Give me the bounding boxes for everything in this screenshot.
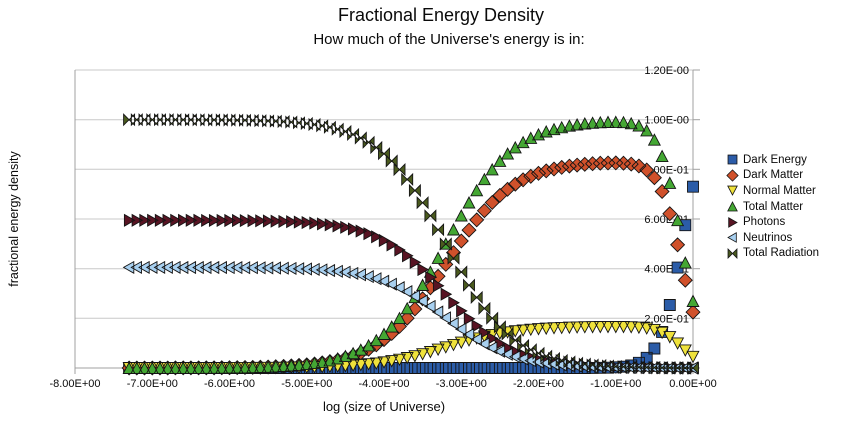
y-axis-title: fractional energy density <box>7 151 21 287</box>
x-tick-label: -5.00E+00 <box>281 378 332 390</box>
legend-marker-triangle-left-icon <box>727 232 737 244</box>
legend-item-photons: Photons <box>726 214 819 230</box>
legend-marker-bowtie-icon <box>727 247 738 259</box>
legend-marker-diamond-icon <box>726 169 739 182</box>
legend-label: Photons <box>743 216 786 229</box>
y-tick-label: 2.00E-01 <box>644 313 689 325</box>
x-tick-label: -7.00E+00 <box>127 378 178 390</box>
chart-title: Fractional Energy Density <box>337 5 545 25</box>
legend-label: Dark Energy <box>743 153 807 166</box>
legend-item-total_radiation: Total Radiation <box>726 246 819 262</box>
series-dark_energy <box>123 180 699 374</box>
series-total_radiation <box>123 113 699 375</box>
x-axis-title: log (size of Universe) <box>322 399 446 414</box>
series-total_matter <box>122 115 700 374</box>
x-tick-label: -1.00E+00 <box>590 378 641 390</box>
x-tick-label: 0.00E+00 <box>669 378 716 390</box>
x-tick-label: -6.00E+00 <box>204 378 255 390</box>
series-neutrinos <box>122 260 699 375</box>
legend: Dark Energy Dark Matter Normal Matter Total… <box>726 152 819 261</box>
legend-label: Neutrinos <box>743 231 793 244</box>
legend-item-dark_energy: Dark Energy <box>726 152 819 168</box>
x-tick-label: -3.00E+00 <box>436 378 487 390</box>
legend-marker-triangle-down-icon <box>727 186 738 197</box>
legend-marker-triangle-right-icon <box>728 216 738 228</box>
legend-item-dark_matter: Dark Matter <box>726 168 819 184</box>
y-tick-label: 1.00E-00 <box>644 115 689 127</box>
chart-subtitle: How much of the Universe's energy is in: <box>313 31 585 48</box>
legend-item-normal_matter: Normal Matter <box>726 183 819 199</box>
legend-marker-square-icon <box>727 154 738 165</box>
y-tick-label: 1.20E-00 <box>644 65 689 77</box>
legend-item-total_matter: Total Matter <box>726 199 819 215</box>
x-tick-label: -8.00E+00 <box>49 378 100 390</box>
legend-marker-triangle-up-icon <box>727 201 738 212</box>
legend-label: Total Radiation <box>743 247 820 260</box>
legend-label: Total Matter <box>743 200 804 213</box>
legend-label: Dark Matter <box>743 169 804 182</box>
legend-item-neutrinos: Neutrinos <box>726 230 819 246</box>
legend-label: Normal Matter <box>743 184 816 197</box>
x-tick-label: -4.00E+00 <box>358 378 409 390</box>
x-tick-label: -2.00E+00 <box>513 378 564 390</box>
